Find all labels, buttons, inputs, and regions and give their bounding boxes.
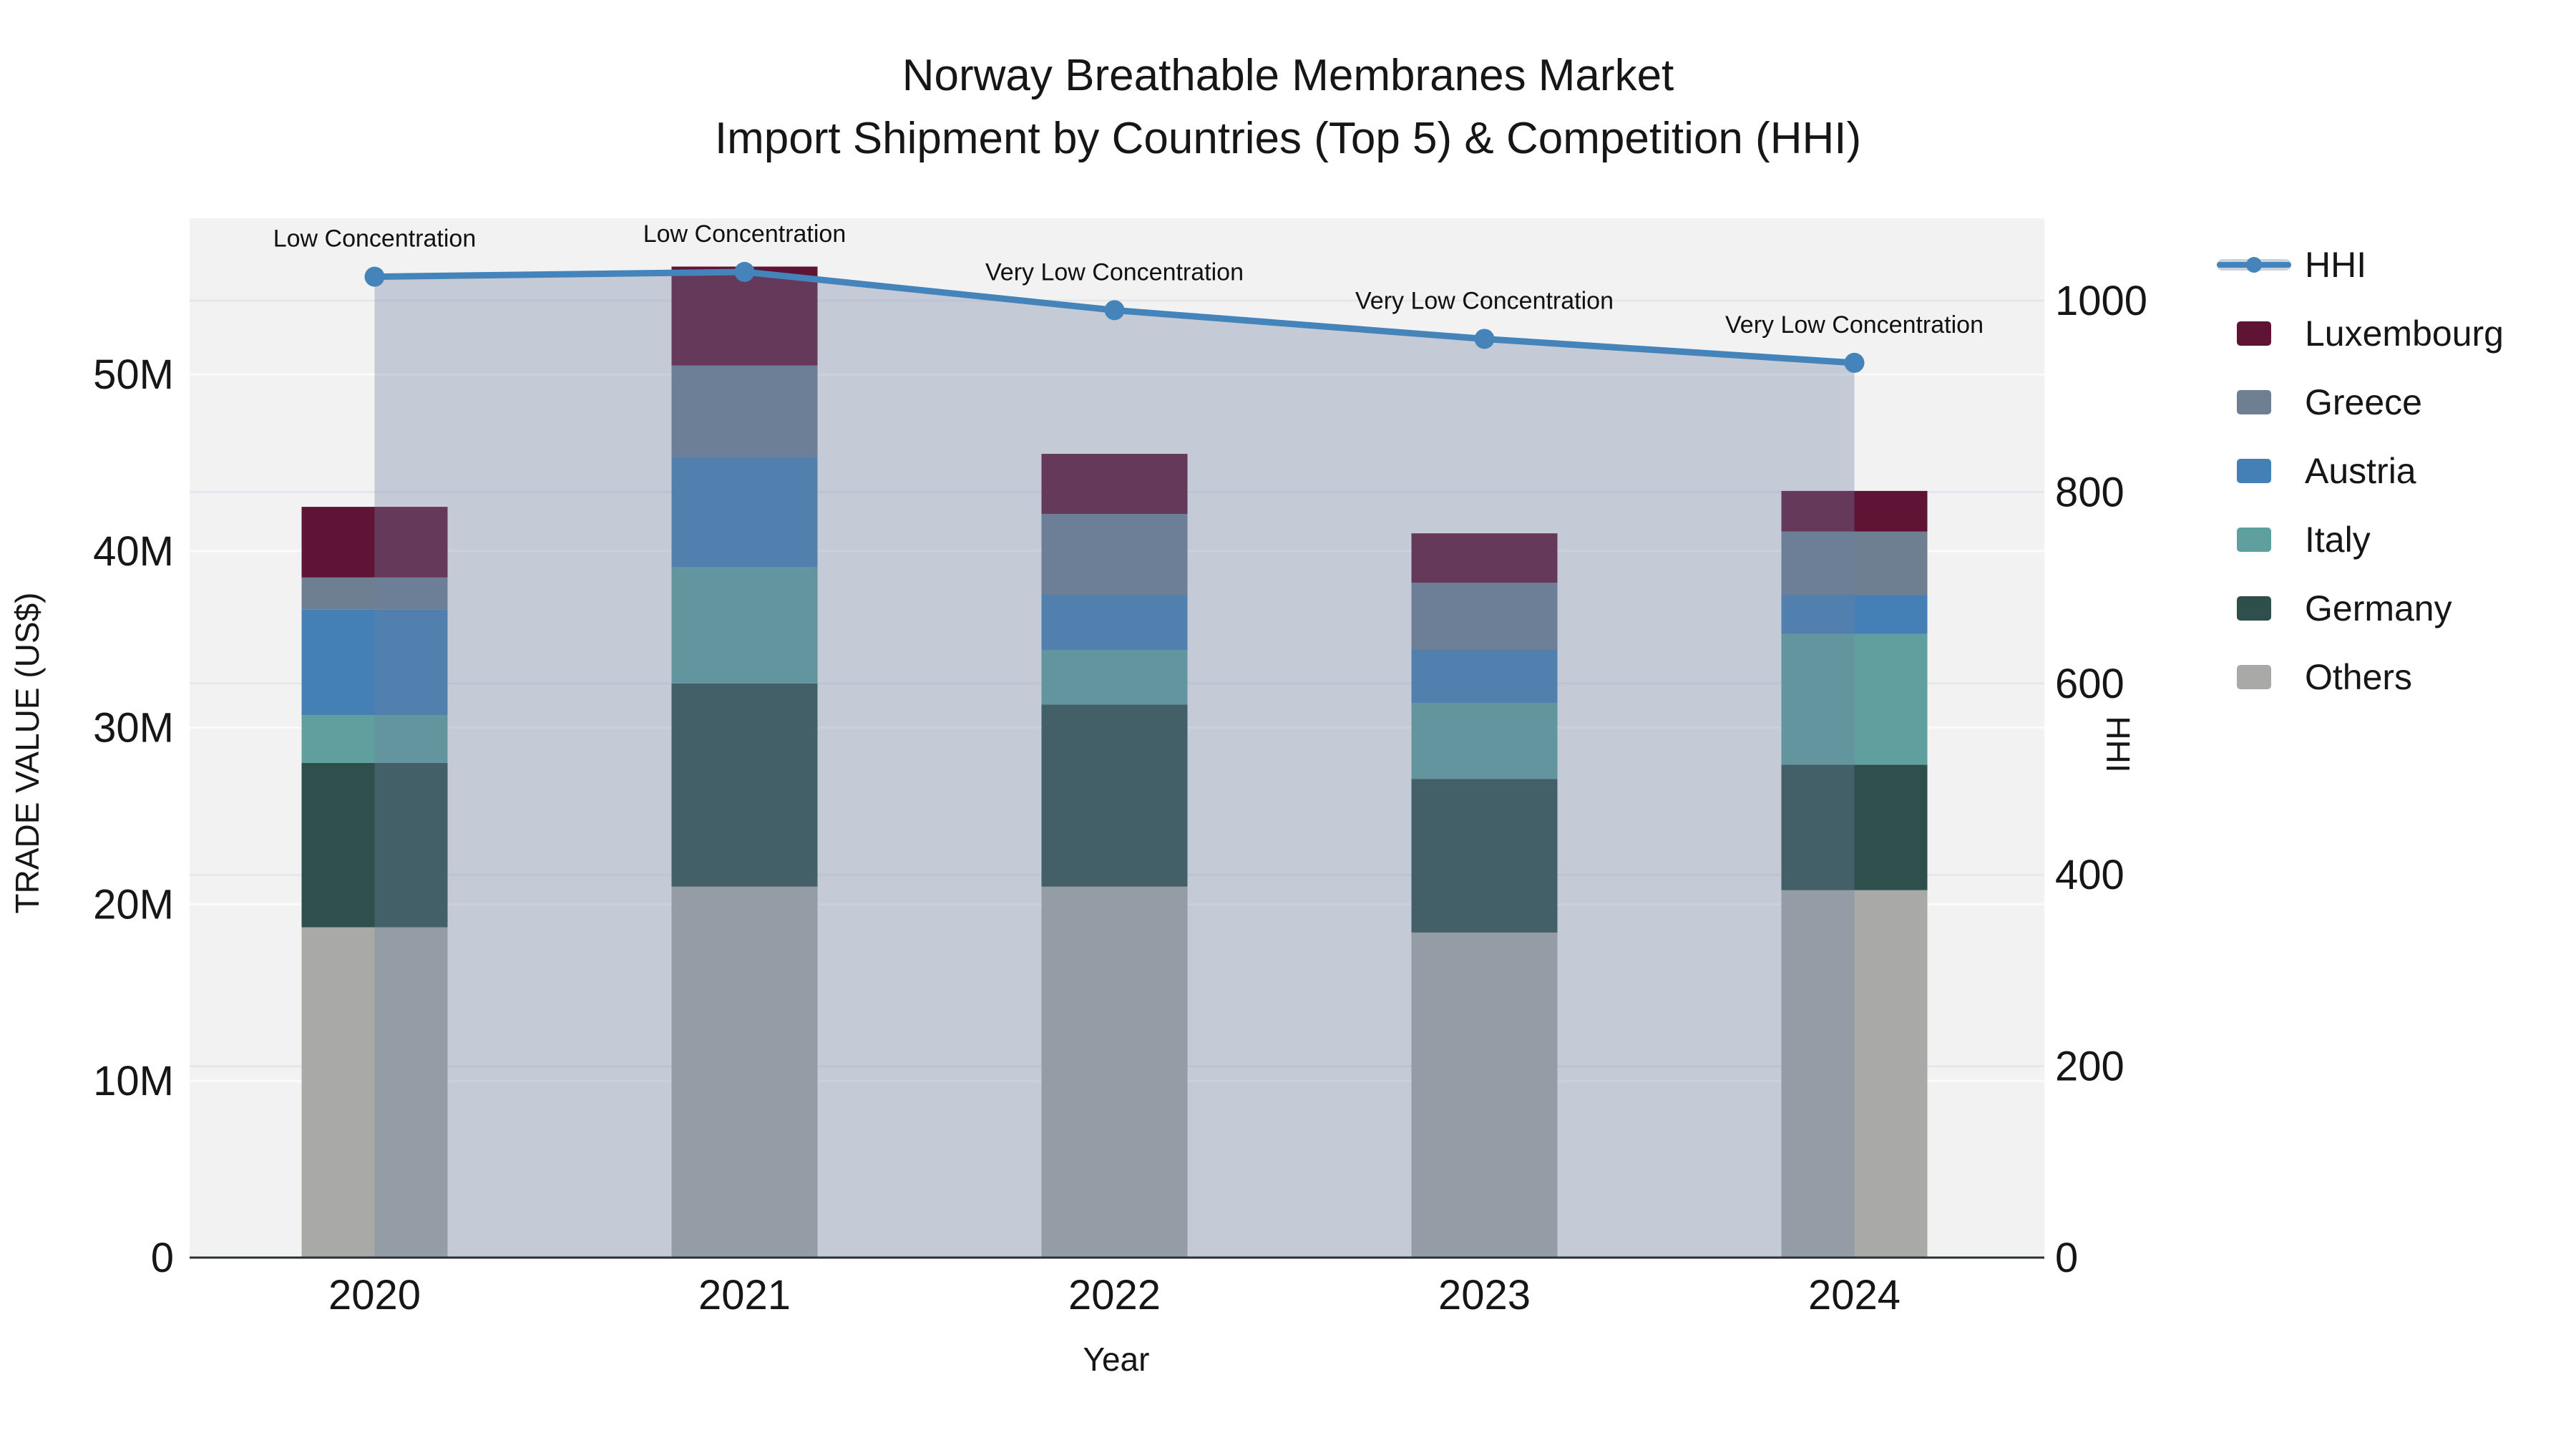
bar-segment-greece-2021[interactable] — [671, 365, 818, 457]
bar-segment-italy-2020[interactable] — [301, 715, 448, 763]
bar-segment-others-2021[interactable] — [671, 886, 818, 1258]
legend-label: HHI — [2305, 245, 2367, 285]
right-tick-800: 800 — [2055, 469, 2124, 515]
bar-segment-germany-2023[interactable] — [1411, 779, 1558, 933]
bar-segment-austria-2023[interactable] — [1411, 650, 1558, 704]
bar-segment-luxembourg-2024[interactable] — [1781, 490, 1928, 532]
x-tick-2024: 2024 — [1808, 1272, 1901, 1318]
bar-segment-others-2020[interactable] — [301, 927, 448, 1258]
left-axis-title: TRADE VALUE (US$) — [9, 592, 46, 914]
right-tick-1000: 1000 — [2055, 278, 2147, 324]
annotation-2022: Very Low Concentration — [985, 258, 1244, 286]
right-axis-title: HHI — [2099, 716, 2137, 773]
bar-segment-italy-2024[interactable] — [1781, 633, 1928, 765]
bar-segment-others-2024[interactable] — [1781, 890, 1928, 1258]
legend-item-austria[interactable]: Austria — [2215, 437, 2504, 505]
left-tick-0: 0 — [151, 1235, 174, 1281]
annotation-2020: Low Concentration — [273, 225, 477, 253]
bar-segment-luxembourg-2022[interactable] — [1041, 454, 1188, 514]
legend-label: Italy — [2305, 520, 2371, 560]
legend-item-germany[interactable]: Germany — [2215, 574, 2504, 643]
x-tick-2021: 2021 — [698, 1272, 791, 1318]
bar-segment-germany-2021[interactable] — [671, 683, 818, 887]
bar-segment-italy-2021[interactable] — [671, 567, 818, 684]
x-axis-title: Year — [1083, 1341, 1150, 1378]
color-swatch-icon — [2215, 459, 2293, 483]
x-tick-2023: 2023 — [1438, 1272, 1531, 1318]
chart-title-line2: Import Shipment by Countries (Top 5) & C… — [714, 114, 1862, 164]
x-tick-2020: 2020 — [328, 1272, 421, 1318]
legend-item-hhi[interactable]: HHI — [2215, 230, 2504, 299]
legend-label: Germany — [2305, 588, 2452, 628]
legend-label: Austria — [2305, 451, 2416, 491]
color-swatch-icon — [2215, 390, 2293, 414]
left-tick-10M: 10M — [93, 1058, 174, 1104]
legend-label: Luxembourg — [2305, 314, 2504, 354]
bar-segment-germany-2020[interactable] — [301, 762, 448, 928]
bar-segment-luxembourg-2021[interactable] — [671, 266, 818, 366]
bar-segment-austria-2022[interactable] — [1041, 595, 1188, 651]
bar-segment-italy-2023[interactable] — [1411, 703, 1558, 779]
color-swatch-icon — [2215, 665, 2293, 689]
right-tick-0: 0 — [2055, 1235, 2078, 1281]
bar-segment-austria-2021[interactable] — [671, 457, 818, 568]
bar-segment-luxembourg-2020[interactable] — [301, 507, 448, 578]
annotation-2023: Very Low Concentration — [1355, 287, 1614, 314]
right-tick-400: 400 — [2055, 852, 2124, 898]
hhi-area-fill — [374, 271, 1855, 1258]
legend-label: Greece — [2305, 382, 2422, 422]
left-tick-50M: 50M — [93, 351, 174, 398]
legend-item-greece[interactable]: Greece — [2215, 368, 2504, 437]
legend-item-others[interactable]: Others — [2215, 643, 2504, 711]
bar-segment-greece-2024[interactable] — [1781, 531, 1928, 596]
left-tick-40M: 40M — [93, 528, 174, 575]
chart-title-line1: Norway Breathable Membranes Market — [902, 51, 1674, 100]
x-tick-2022: 2022 — [1068, 1272, 1161, 1318]
color-swatch-icon — [2215, 596, 2293, 621]
legend: HHI Luxembourg Greece Austria Italy Germany Ot… — [2215, 230, 2504, 711]
bar-segment-italy-2022[interactable] — [1041, 650, 1188, 705]
chart-title: Norway Breathable Membranes Market Impor… — [0, 44, 2576, 170]
hhi-line-icon — [2215, 254, 2293, 276]
bar-segment-greece-2020[interactable] — [301, 577, 448, 610]
color-swatch-icon — [2215, 528, 2293, 552]
bar-segment-germany-2022[interactable] — [1041, 704, 1188, 887]
hhi-point-2023[interactable] — [1474, 329, 1495, 349]
color-swatch-icon — [2215, 321, 2293, 346]
hhi-point-2021[interactable] — [734, 261, 755, 282]
legend-item-luxembourg[interactable]: Luxembourg — [2215, 299, 2504, 368]
bar-segment-austria-2020[interactable] — [301, 609, 448, 716]
hhi-point-2020[interactable] — [364, 266, 385, 287]
hhi-point-2022[interactable] — [1104, 300, 1125, 321]
left-tick-30M: 30M — [93, 705, 174, 752]
bar-segment-greece-2022[interactable] — [1041, 513, 1188, 596]
hhi-point-2024[interactable] — [1844, 352, 1865, 373]
left-tick-20M: 20M — [93, 881, 174, 928]
legend-label: Others — [2305, 657, 2413, 697]
bar-segment-others-2022[interactable] — [1041, 886, 1188, 1258]
annotation-2024: Very Low Concentration — [1725, 311, 1984, 339]
bar-segment-luxembourg-2023[interactable] — [1411, 533, 1558, 583]
legend-item-italy[interactable]: Italy — [2215, 505, 2504, 574]
right-tick-600: 600 — [2055, 661, 2124, 707]
bar-segment-others-2023[interactable] — [1411, 932, 1558, 1258]
bar-segment-austria-2024[interactable] — [1781, 595, 1928, 634]
bar-segment-greece-2023[interactable] — [1411, 583, 1558, 651]
bar-segment-germany-2024[interactable] — [1781, 764, 1928, 890]
annotation-2021: Low Concentration — [643, 220, 847, 248]
right-tick-200: 200 — [2055, 1044, 2124, 1090]
